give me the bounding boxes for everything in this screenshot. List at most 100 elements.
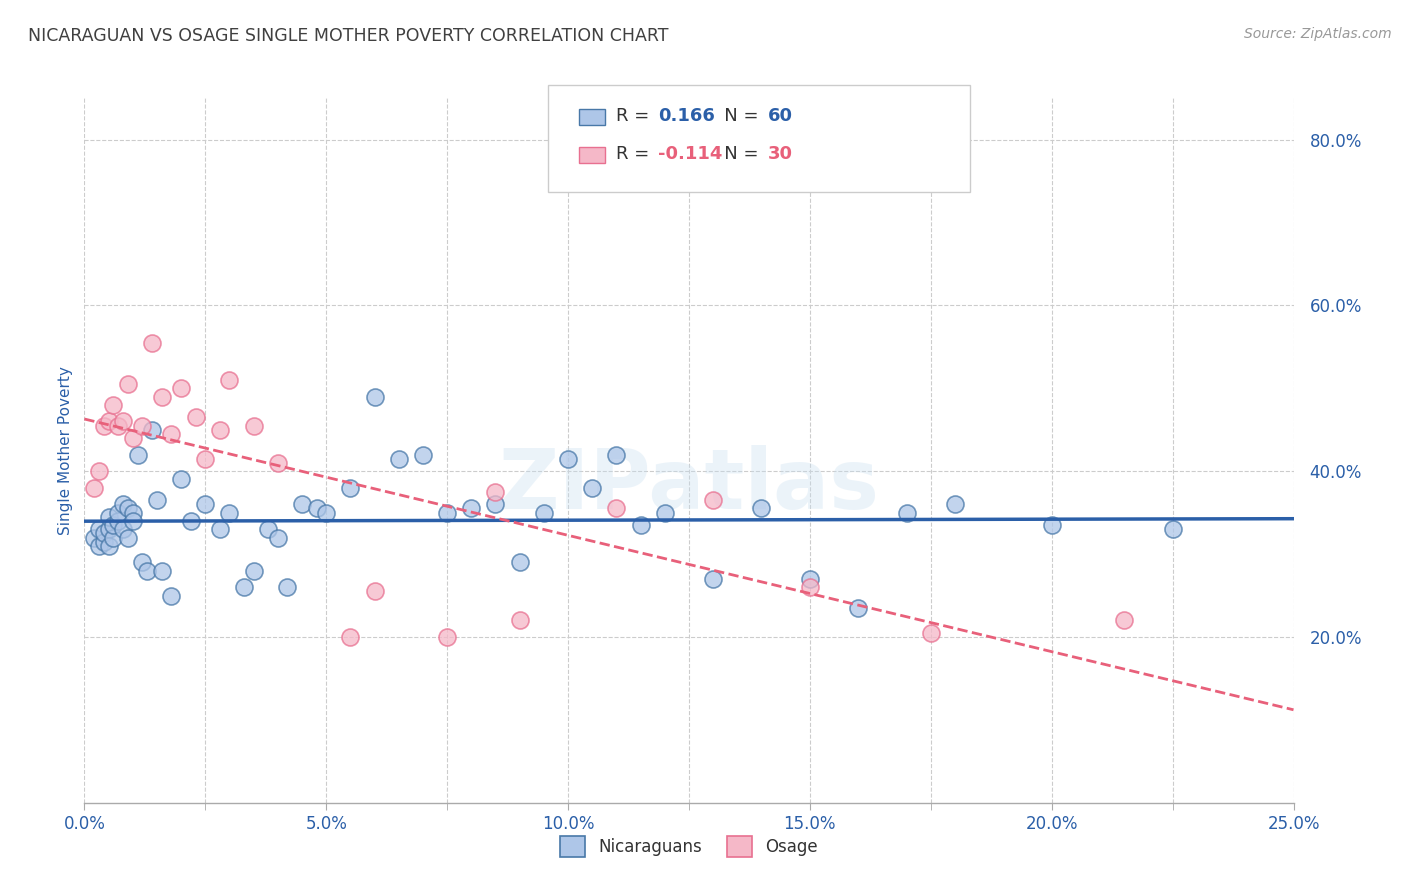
Point [896, 506, 918, 520]
Point [121, 506, 143, 520]
Point [233, 580, 256, 594]
Point [533, 506, 555, 520]
Point [484, 484, 506, 499]
Point [291, 497, 314, 511]
Point [305, 501, 328, 516]
Point [170, 381, 193, 395]
Point [83, 481, 105, 495]
Point [920, 625, 942, 640]
Point [150, 390, 173, 404]
Point [103, 518, 125, 533]
Point [388, 451, 411, 466]
Point [509, 614, 531, 628]
Point [605, 448, 627, 462]
Point [97, 509, 120, 524]
Point [1161, 522, 1184, 536]
Point [412, 448, 434, 462]
Point [107, 418, 129, 433]
Point [87, 539, 110, 553]
Point [180, 514, 202, 528]
Point [257, 522, 280, 536]
Point [117, 377, 139, 392]
Point [117, 531, 139, 545]
Point [605, 501, 627, 516]
Point [846, 601, 869, 615]
Point [581, 481, 603, 495]
Point [97, 414, 120, 428]
Point [131, 418, 153, 433]
Point [242, 564, 264, 578]
Point [150, 564, 173, 578]
Text: -0.114: -0.114 [658, 145, 723, 163]
Text: 60: 60 [768, 107, 793, 125]
Point [654, 506, 676, 520]
Point [799, 572, 821, 586]
Point [87, 464, 110, 478]
Point [276, 580, 298, 594]
Point [630, 518, 652, 533]
Point [208, 522, 231, 536]
Point [170, 473, 193, 487]
Point [136, 564, 159, 578]
Legend: Nicaraguans, Osage: Nicaraguans, Osage [551, 828, 827, 865]
Point [141, 335, 163, 350]
Point [799, 580, 821, 594]
Point [121, 431, 143, 445]
Point [702, 493, 724, 508]
Point [339, 481, 361, 495]
Text: 30: 30 [768, 145, 793, 163]
Point [83, 531, 105, 545]
Point [93, 526, 115, 541]
Point [751, 501, 773, 516]
Point [97, 522, 120, 536]
Text: NICARAGUAN VS OSAGE SINGLE MOTHER POVERTY CORRELATION CHART: NICARAGUAN VS OSAGE SINGLE MOTHER POVERT… [28, 27, 669, 45]
Point [702, 572, 724, 586]
Point [146, 493, 169, 508]
Point [194, 451, 217, 466]
Text: N =: N = [707, 107, 765, 125]
Text: 0.166: 0.166 [658, 107, 714, 125]
Text: R =: R = [616, 145, 655, 163]
Point [460, 501, 482, 516]
Point [127, 448, 149, 462]
Point [112, 497, 135, 511]
Point [242, 418, 264, 433]
Point [363, 390, 385, 404]
Point [131, 555, 153, 569]
Point [315, 506, 337, 520]
Point [509, 555, 531, 569]
Text: N =: N = [707, 145, 765, 163]
Text: ZIPatlas: ZIPatlas [499, 445, 879, 526]
Point [194, 497, 217, 511]
Point [218, 373, 240, 387]
Text: Source: ZipAtlas.com: Source: ZipAtlas.com [1244, 27, 1392, 41]
Point [218, 506, 240, 520]
Point [184, 410, 207, 425]
Point [160, 589, 183, 603]
Point [484, 497, 506, 511]
Point [87, 522, 110, 536]
Point [103, 398, 125, 412]
Point [943, 497, 966, 511]
Point [267, 456, 290, 470]
Y-axis label: Single Mother Poverty: Single Mother Poverty [58, 366, 73, 535]
Point [107, 514, 129, 528]
Point [208, 423, 231, 437]
Point [557, 451, 579, 466]
Point [160, 426, 183, 441]
Point [117, 501, 139, 516]
Point [103, 531, 125, 545]
Point [363, 584, 385, 599]
Point [1040, 518, 1063, 533]
Point [97, 539, 120, 553]
Point [107, 506, 129, 520]
Point [112, 414, 135, 428]
Point [93, 534, 115, 549]
Point [121, 514, 143, 528]
Point [267, 531, 290, 545]
Point [141, 423, 163, 437]
Point [436, 506, 458, 520]
Text: R =: R = [616, 107, 655, 125]
Point [339, 630, 361, 644]
Point [112, 522, 135, 536]
